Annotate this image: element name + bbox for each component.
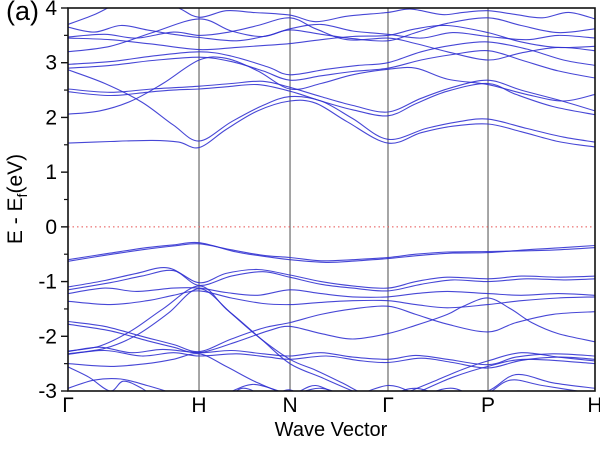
y-tick-label: 1 [45,161,57,184]
band-path-v3 [68,267,595,289]
y-axis-title: E - Ef(eV) [4,154,30,244]
y-tick-label: 4 [45,0,57,20]
y-tick-label: -3 [38,380,57,403]
k-point-label-Γ: Γ [62,394,74,417]
k-point-label-P: P [481,394,495,417]
band-path-v1 [68,243,595,262]
band-path-v5 [68,287,595,298]
y-axis-title-prefix: E - E [3,197,27,245]
band-path-v13 [68,353,595,391]
panel-label: (a) [6,0,39,26]
band-path-v7 [68,285,595,391]
k-point-label-H: H [191,394,206,417]
band-path-v10 [68,297,595,354]
y-tick-label: 3 [45,52,57,75]
y-axis-title-subscript: f [14,193,31,198]
band-path-c10 [68,8,595,25]
x-axis-title: Wave Vector [274,419,388,441]
band-path-c11 [68,17,595,61]
band-path-c5 [68,79,595,113]
axis-frame [67,7,596,392]
band-path-v4 [68,269,595,292]
k-point-label-N: N [282,394,297,417]
band-path-v15 [68,377,526,391]
band-path-c12 [68,18,595,53]
y-tick-label: -1 [38,271,57,294]
band-path-v11 [68,346,595,366]
band-path-c7 [68,41,595,76]
band-path-v12 [68,349,595,369]
k-point-label-H: H [587,394,600,417]
band-path-c4 [68,82,595,117]
band-path-c6 [68,49,595,81]
bands-group [68,8,595,391]
band-path-v2 [68,241,595,263]
band-path-v9 [68,305,595,353]
y-tick-label: 2 [45,106,57,129]
band-path-c8 [68,24,595,51]
band-path-v6 [68,290,595,309]
band-path-v14 [68,366,581,391]
band-path-c9 [68,17,595,42]
k-point-label-Γ: Γ [382,394,394,417]
y-axis-title-suffix: (eV) [3,153,27,194]
band-path-c1 [68,99,595,149]
y-tick-label: 0 [45,216,57,239]
y-tick-label: -2 [38,325,57,348]
band-path-v8 [68,288,595,391]
